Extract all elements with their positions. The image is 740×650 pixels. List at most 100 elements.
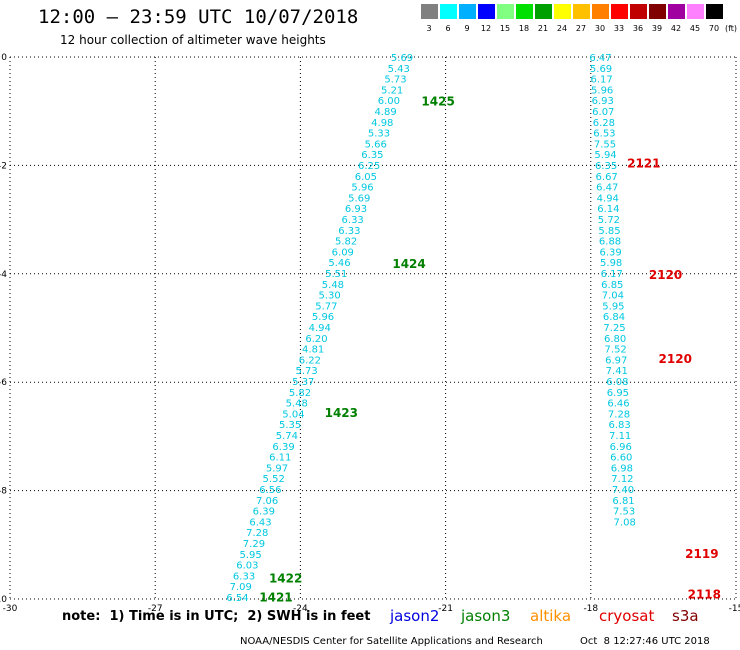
- pass-number-label: 2119: [685, 547, 718, 561]
- wave-height-value: 5.73: [384, 75, 406, 86]
- wave-height-value: 6.56: [259, 485, 281, 496]
- legend-swatch: [706, 4, 723, 19]
- wave-height-value: 6.80: [604, 334, 626, 345]
- y-tick-label: -6: [0, 378, 7, 388]
- wave-height-value: 5.85: [598, 226, 620, 237]
- legend-label: 9: [464, 24, 470, 33]
- wave-height-value: 6.98: [611, 463, 633, 474]
- legend-label: 12: [480, 24, 492, 33]
- wave-height-value: 5.66: [365, 139, 387, 150]
- legend-label: 70: [708, 24, 720, 33]
- wave-height-value: 6.46: [607, 399, 629, 410]
- y-tick-label: 0: [1, 53, 7, 63]
- legend-label: 21: [537, 24, 549, 33]
- pass-number-label: 2120: [659, 352, 692, 366]
- pass-number-label: 2118: [688, 588, 721, 602]
- wave-height-value: 6.97: [605, 355, 627, 366]
- wave-height-value: 6.88: [599, 237, 621, 248]
- wave-height-value: 7.04: [602, 291, 624, 302]
- wave-height-value: 5.95: [602, 301, 624, 312]
- wave-height-value: 4.98: [371, 118, 393, 129]
- y-tick-label: -2: [0, 161, 7, 171]
- legend-label: 18: [518, 24, 530, 33]
- wave-height-value: 5.51: [325, 269, 347, 280]
- wave-height-value: 6.93: [345, 204, 367, 215]
- wave-height-value: 6.17: [601, 269, 623, 280]
- wave-height-value: 5.52: [263, 474, 285, 485]
- legend-swatch: [459, 4, 476, 19]
- wave-height-value: 6.17: [590, 75, 612, 86]
- legend-label: 30: [594, 24, 606, 33]
- wave-height-value: 6.25: [358, 161, 380, 172]
- wave-height-value: 5.82: [335, 237, 357, 248]
- legend-label: 36: [632, 24, 644, 33]
- satellite-label-s3a: s3a: [672, 607, 699, 625]
- wave-height-value: 6.33: [233, 571, 255, 582]
- wave-height-value: 6.07: [592, 107, 614, 118]
- wave-height-value: 5.48: [286, 399, 308, 410]
- wave-height-value: 5.96: [312, 312, 334, 323]
- y-tick-label: -10: [0, 595, 7, 605]
- wave-height-value: 7.28: [246, 528, 268, 539]
- x-tick-label: -27: [148, 604, 163, 614]
- legend-label: 39: [651, 24, 663, 33]
- wave-height-value: 5.96: [591, 85, 613, 96]
- wave-height-value: 7.41: [606, 366, 628, 377]
- wave-height-value: 6.43: [249, 517, 271, 528]
- legend-swatch: [497, 4, 514, 19]
- wave-height-value: 4.94: [597, 193, 619, 204]
- legend-swatch: [649, 4, 666, 19]
- wave-height-value: 4.81: [302, 345, 324, 356]
- wave-height-value: 5.69: [391, 53, 413, 64]
- wave-height-value: 6.00: [378, 96, 400, 107]
- wave-height-value: 6.85: [601, 280, 623, 291]
- legend-swatch: [516, 4, 533, 19]
- wave-height-value: 4.94: [309, 323, 331, 334]
- legend-swatch: [592, 4, 609, 19]
- x-tick-label: -24: [293, 604, 308, 614]
- legend-swatch: [668, 4, 685, 19]
- map-subtitle: 12 hour collection of altimeter wave hei…: [60, 33, 326, 47]
- wave-height-value: 7.28: [608, 409, 630, 420]
- wave-height-value: 5.69: [590, 64, 612, 75]
- wave-height-value: 6.28: [593, 118, 615, 129]
- wave-height-value: 6.14: [597, 204, 619, 215]
- wave-height-value: 6.39: [272, 442, 294, 453]
- legend-swatch: [535, 4, 552, 19]
- pass-number-label: 1425: [421, 94, 454, 108]
- wave-height-value: 5.46: [328, 258, 350, 269]
- wave-height-value: 7.09: [230, 582, 252, 593]
- legend-label: 3: [426, 24, 432, 33]
- y-tick-label: -8: [0, 487, 7, 497]
- note-text: note: 1) Time is in UTC; 2) SWH is in fe…: [62, 609, 371, 624]
- pass-number-label: 1422: [269, 571, 302, 585]
- x-tick-label: -18: [583, 604, 598, 614]
- wave-height-value: 6.67: [596, 172, 618, 183]
- legend-swatch: [630, 4, 647, 19]
- wave-height-value: 5.48: [322, 280, 344, 291]
- wave-height-value: 4.89: [374, 107, 396, 118]
- wave-height-value: 7.08: [614, 517, 636, 528]
- wave-height-value: 6.03: [236, 561, 258, 572]
- wave-height-value: 5.43: [388, 64, 410, 75]
- wave-height-value: 6.93: [592, 96, 614, 107]
- wave-height-value: 6.33: [342, 215, 364, 226]
- wave-height-value: 7.25: [603, 323, 625, 334]
- credit-text: NOAA/NESDIS Center for Satellite Applica…: [240, 636, 543, 647]
- timestamp-text: Oct 8 12:27:46 UTC 2018: [580, 636, 710, 647]
- wave-height-value: 5.35: [279, 420, 301, 431]
- wave-height-value: 5.95: [240, 550, 262, 561]
- wave-height-value: 6.05: [355, 172, 377, 183]
- wave-height-value: 6.08: [606, 377, 628, 388]
- satellite-label-jason2: jason2: [390, 607, 440, 625]
- wave-height-value: 5.96: [351, 183, 373, 194]
- wave-height-value: 5.04: [282, 409, 304, 420]
- legend-label: 24: [556, 24, 568, 33]
- legend-unit: (ft): [724, 24, 738, 33]
- wave-height-value: 7.29: [243, 539, 265, 550]
- wave-height-value: 5.73: [295, 366, 317, 377]
- wave-height-value: 5.94: [594, 150, 616, 161]
- wave-height-value: 5.69: [348, 193, 370, 204]
- legend-label: 15: [499, 24, 511, 33]
